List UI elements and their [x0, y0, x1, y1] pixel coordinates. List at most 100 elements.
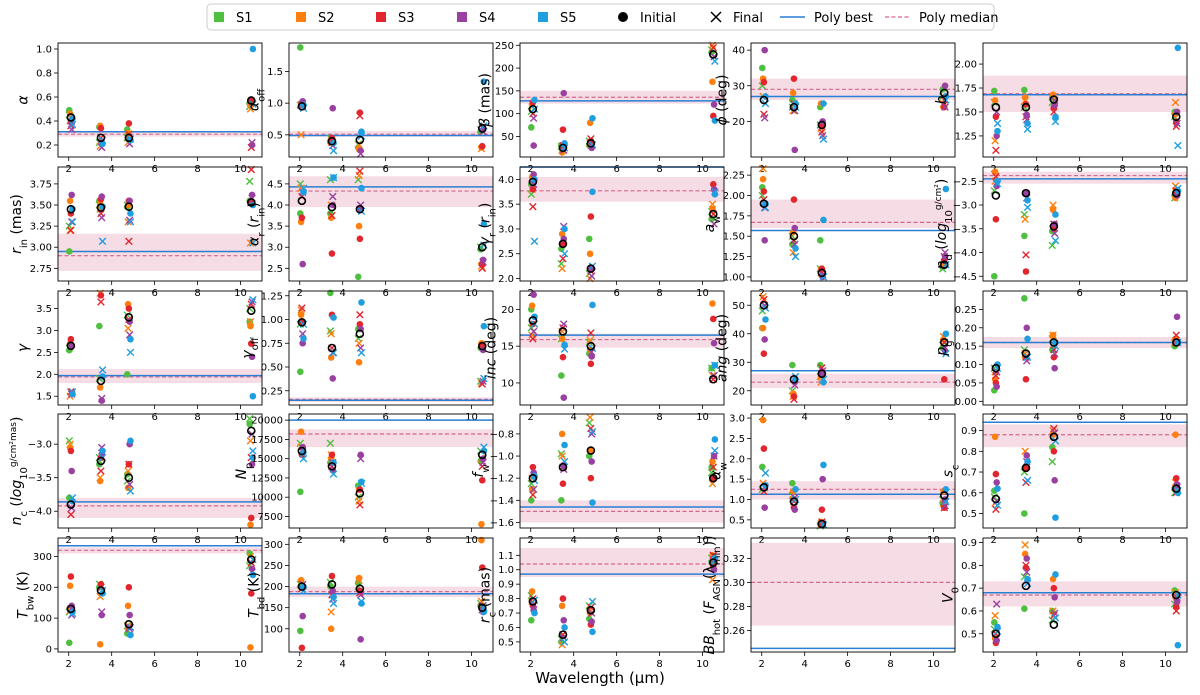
point-initial-guess — [759, 300, 769, 310]
x-tick-label: 6 — [1076, 164, 1082, 175]
point-S1-initial — [65, 248, 73, 255]
y-tick-label: 300 — [33, 552, 52, 563]
plot-frame — [288, 166, 494, 282]
point-S5-final — [588, 597, 597, 606]
x-axis-label: Wavelength (μm) — [535, 669, 665, 687]
y-tick-label: 1.0 — [267, 99, 283, 110]
x-tick-label: 2 — [66, 659, 72, 670]
y-tick-label: 0.5 — [961, 629, 977, 640]
point-S5-initial — [127, 335, 134, 343]
point-S2-initial — [478, 520, 485, 528]
legend-item-S4: S4 — [457, 11, 496, 26]
point-S5-initial — [330, 593, 337, 601]
x-tick-label: 8 — [656, 659, 662, 670]
point-S5-final — [68, 388, 77, 396]
point-initial-guess — [96, 203, 106, 212]
plot-frame — [288, 537, 494, 653]
point-S2-initial — [355, 574, 363, 582]
point-initial-guess — [789, 231, 799, 241]
point-S5-final — [68, 494, 77, 502]
point-S4-initial — [791, 146, 799, 154]
point-initial-guess — [1049, 338, 1059, 347]
x-tick-label: 6 — [151, 164, 157, 175]
y-tick-label: 200 — [495, 64, 514, 75]
point-initial-guess — [991, 102, 1001, 112]
point-S4-initial — [710, 566, 718, 574]
point-S5-initial — [942, 486, 950, 493]
point-S3-final — [356, 501, 364, 509]
confidence-band — [289, 131, 493, 137]
point-S5-final — [761, 469, 770, 477]
x-tick-label: 2 — [297, 535, 303, 546]
legend-label-final: Final — [733, 11, 763, 26]
x-tick-label: 4 — [108, 535, 114, 546]
point-S3-initial — [247, 590, 255, 597]
x-tick-label: 6 — [844, 164, 850, 175]
confidence-band — [520, 500, 724, 523]
point-S2-initial — [789, 89, 797, 97]
point-initial-guess — [558, 630, 568, 639]
point-initial-guess — [708, 558, 718, 567]
y-tick-label: 17500 — [251, 435, 283, 446]
point-S5-final — [98, 366, 107, 374]
point-S3-initial — [760, 188, 768, 195]
point-initial-guess — [528, 473, 538, 483]
point-S2-final — [297, 131, 305, 139]
point-S4-initial — [1173, 598, 1181, 606]
legend-label-initial: Initial — [640, 11, 676, 26]
point-S5-final — [711, 57, 719, 66]
point-S1-initial — [527, 124, 535, 131]
point-S3-initial — [298, 644, 306, 652]
x-tick-label: 4 — [108, 288, 114, 299]
point-S1-initial — [816, 236, 824, 244]
y-axis-label: αr (rin) — [246, 202, 267, 246]
point-S5-initial — [561, 624, 568, 631]
x-tick-label: 4 — [339, 659, 345, 670]
point-S5-final — [942, 260, 950, 269]
x-tick-label: 2 — [759, 288, 765, 299]
y-tick-label: 100 — [33, 614, 52, 625]
point-S5-initial — [942, 185, 950, 193]
panel-20: 2 4 6 8 10 0.5 0.6 0.7 0.8 0.9 sc — [940, 413, 1188, 546]
point-S3-initial — [478, 142, 486, 150]
point-initial-guess — [817, 268, 827, 278]
y-tick-label: −0.8 — [490, 429, 514, 440]
panel-11: 2 4 6 8 10 1.5 2.0 2.5 3.0 3.5 γ — [15, 289, 263, 423]
point-initial-guess — [991, 494, 1001, 504]
point-S5-final — [480, 443, 488, 451]
point-S4-final — [529, 114, 538, 123]
legend-swatch-S5 — [538, 12, 548, 22]
point-S4-initial — [1051, 477, 1058, 484]
point-initial-guess — [1021, 463, 1031, 473]
point-S3-initial — [247, 514, 255, 522]
point-S3-initial — [1050, 448, 1058, 455]
point-S4-final — [1050, 349, 1059, 358]
point-initial-guess — [759, 95, 769, 105]
point-S1-initial — [527, 497, 535, 504]
x-tick-label: 10 — [465, 288, 478, 299]
point-S5-final — [126, 348, 135, 357]
point-S5-final — [1023, 203, 1032, 212]
x-tick-label: 2 — [528, 659, 534, 670]
x-tick-label: 10 — [1159, 659, 1172, 670]
point-initial-guess — [991, 629, 1001, 639]
point-S5-final — [1051, 614, 1060, 622]
plot-frame — [982, 290, 1188, 406]
y-axis-label: ang (deg) — [715, 314, 731, 382]
point-S5-final — [1051, 236, 1060, 245]
y-tick-label: 0.8 — [498, 594, 514, 605]
point-S3-initial — [1050, 584, 1058, 592]
x-tick-label: 2 — [991, 288, 997, 299]
point-S3-initial — [1172, 474, 1180, 482]
point-S3-initial — [587, 474, 595, 482]
point-S2-initial — [586, 250, 594, 258]
x-tick-label: 6 — [382, 164, 388, 175]
point-S2-initial — [558, 230, 566, 238]
legend-label-S4: S4 — [479, 11, 496, 26]
point-S4-initial — [1051, 364, 1058, 372]
point-S2-final — [297, 306, 305, 314]
y-tick-label: 300 — [264, 540, 283, 551]
point-S3-initial — [559, 353, 567, 361]
y-axis-label: γ — [15, 343, 31, 352]
point-S5-initial — [994, 485, 1001, 492]
